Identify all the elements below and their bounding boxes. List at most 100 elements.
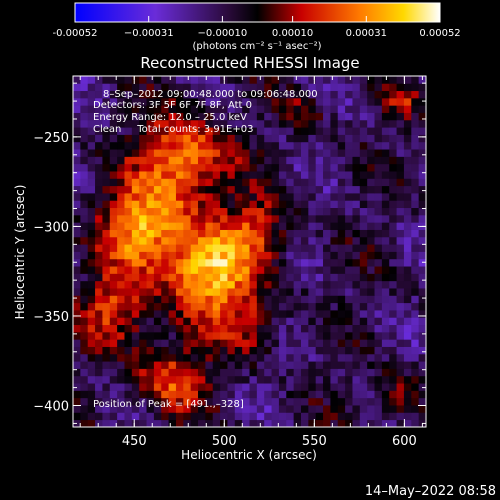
heatmap-cell bbox=[220, 214, 228, 223]
heatmap-cell bbox=[367, 302, 375, 311]
heatmap-cell bbox=[205, 346, 214, 355]
heatmap-cell bbox=[352, 324, 361, 333]
heatmap-cell bbox=[308, 273, 317, 282]
heatmap-cell bbox=[374, 134, 383, 143]
heatmap-cell bbox=[124, 214, 133, 223]
heatmap-cell bbox=[190, 83, 199, 92]
heatmap-cell bbox=[264, 383, 272, 391]
heatmap-cell bbox=[212, 346, 221, 355]
heatmap-cell bbox=[190, 156, 199, 165]
colorbar-tick-label: 0.00052 bbox=[419, 28, 460, 39]
heatmap-cell bbox=[190, 266, 199, 274]
heatmap-cell bbox=[381, 214, 390, 223]
heatmap-cell bbox=[352, 244, 361, 252]
heatmap-cell bbox=[396, 134, 405, 143]
heatmap-cell bbox=[205, 134, 214, 143]
heatmap-cell bbox=[212, 273, 221, 282]
heatmap-cell bbox=[190, 317, 199, 326]
heatmap-cell bbox=[367, 134, 375, 143]
heatmap-cell bbox=[381, 331, 390, 340]
heatmap-cell bbox=[352, 397, 361, 406]
heatmap-cell bbox=[168, 244, 177, 252]
heatmap-cell bbox=[403, 134, 412, 143]
heatmap-cell bbox=[403, 375, 412, 384]
heatmap-cell bbox=[315, 412, 324, 421]
heatmap-cell bbox=[345, 214, 353, 223]
heatmap-cell bbox=[227, 339, 236, 347]
heatmap-cell bbox=[95, 280, 103, 289]
heatmap-cell bbox=[190, 390, 199, 399]
heatmap-cell bbox=[117, 295, 125, 304]
heatmap-cell bbox=[367, 331, 375, 340]
heatmap-cell bbox=[168, 310, 177, 318]
heatmap-cell bbox=[131, 236, 140, 245]
heatmap-cell bbox=[323, 361, 331, 369]
annotation-total-counts: Clean Total counts: 3.91E+03 bbox=[93, 124, 253, 135]
heatmap-cell bbox=[403, 156, 412, 165]
heatmap-cell bbox=[73, 368, 81, 377]
heatmap-cell bbox=[345, 375, 353, 384]
heatmap-cell bbox=[220, 390, 228, 399]
heatmap-cell bbox=[293, 134, 302, 143]
heatmap-cell bbox=[117, 317, 125, 326]
heatmap-cell bbox=[227, 405, 236, 413]
heatmap-cell bbox=[411, 236, 420, 245]
heatmap-cell bbox=[352, 295, 361, 304]
heatmap-cell bbox=[205, 273, 214, 282]
heatmap-cell bbox=[242, 185, 250, 194]
heatmap-cell bbox=[352, 112, 361, 121]
heatmap-cell bbox=[367, 90, 375, 99]
heatmap-cell bbox=[300, 185, 309, 194]
heatmap-cell bbox=[234, 171, 243, 179]
heatmap-cell bbox=[146, 317, 155, 326]
heatmap-cell bbox=[183, 229, 192, 238]
heatmap-cell bbox=[220, 258, 228, 267]
heatmap-cell bbox=[87, 273, 96, 282]
heatmap-cell bbox=[271, 397, 280, 406]
heatmap-cell bbox=[95, 90, 103, 99]
heatmap-cell bbox=[124, 193, 133, 201]
heatmap-cell bbox=[205, 185, 214, 194]
heatmap-cell bbox=[87, 317, 96, 326]
heatmap-cell bbox=[315, 214, 324, 223]
heatmap-cell bbox=[264, 317, 272, 326]
heatmap-cell bbox=[205, 405, 214, 413]
heatmap-cell bbox=[330, 229, 339, 238]
heatmap-cell bbox=[102, 178, 111, 187]
heatmap-cell bbox=[80, 229, 89, 238]
heatmap-cell bbox=[286, 353, 295, 362]
heatmap-cell bbox=[323, 178, 331, 187]
heatmap-cell bbox=[381, 222, 390, 230]
heatmap-cell bbox=[212, 258, 221, 267]
heatmap-cell bbox=[168, 302, 177, 311]
heatmap-cell bbox=[271, 353, 280, 362]
heatmap-cell bbox=[286, 383, 295, 391]
heatmap-cell bbox=[190, 76, 199, 84]
heatmap-cell bbox=[278, 207, 287, 216]
heatmap-cell bbox=[183, 97, 192, 106]
heatmap-cell bbox=[374, 214, 383, 223]
heatmap-cell bbox=[396, 302, 405, 311]
heatmap-cell bbox=[286, 163, 295, 172]
heatmap-cell bbox=[286, 76, 295, 84]
heatmap-cell bbox=[131, 368, 140, 377]
heatmap-cell bbox=[102, 244, 111, 252]
heatmap-cell bbox=[183, 353, 192, 362]
heatmap-cell bbox=[374, 375, 383, 384]
heatmap-cell bbox=[95, 346, 103, 355]
heatmap-cell bbox=[146, 353, 155, 362]
heatmap-cell bbox=[256, 119, 265, 128]
heatmap-cell bbox=[109, 76, 118, 84]
heatmap-cell bbox=[381, 368, 390, 377]
heatmap-cell bbox=[205, 383, 214, 391]
heatmap-cell bbox=[183, 119, 192, 128]
heatmap-cell bbox=[389, 397, 397, 406]
annotation-block: 8–Sep–2012 09:00:48.000 to 09:06:48.000 … bbox=[93, 89, 318, 135]
heatmap-cell bbox=[175, 119, 184, 128]
heatmap-cell bbox=[131, 258, 140, 267]
heatmap-cell bbox=[139, 105, 147, 113]
heatmap-cell bbox=[234, 141, 243, 150]
heatmap-cell bbox=[359, 339, 368, 347]
heatmap-cell bbox=[205, 83, 214, 92]
heatmap-cell bbox=[300, 412, 309, 421]
